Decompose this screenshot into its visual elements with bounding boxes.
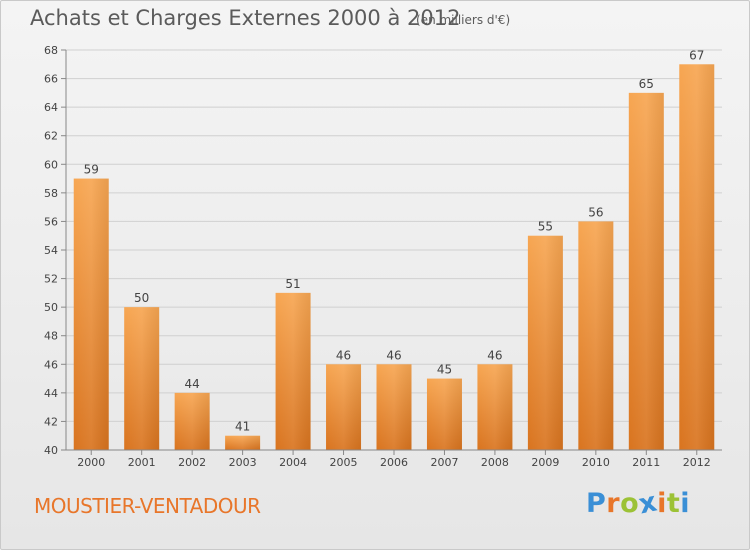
bar-shading [679, 64, 715, 451]
y-tick-label: 58 [44, 187, 58, 200]
data-label: 46 [336, 348, 351, 362]
bar-shading [73, 178, 109, 451]
data-label: 51 [285, 277, 300, 291]
y-tick-label: 52 [44, 273, 58, 286]
axis-layer: 40 42 44 46 48 50 52 54 56 58 60 62 64 66 68 2000 2001 20… [44, 44, 722, 469]
y-tick-label: 56 [44, 215, 58, 228]
y-tick-label: 64 [44, 101, 58, 114]
y-tick-label: 60 [44, 158, 58, 171]
y-tick-label: 46 [44, 358, 58, 371]
y-tick-label: 44 [44, 387, 58, 400]
chart-subtitle: (en milliers d'€) [416, 13, 511, 27]
data-label: 56 [588, 205, 603, 219]
x-tick-label: 2008 [481, 456, 509, 469]
bar-shading [426, 378, 462, 450]
bar-shading [376, 364, 412, 450]
bar-shading [326, 364, 362, 450]
labels-layer: 59 50 44 41 51 46 46 45 46 55 56 65 67 [84, 48, 705, 433]
data-label: 46 [487, 348, 502, 362]
chart-title: Achats et Charges Externes 2000 à 2012 [30, 6, 461, 30]
bar-shading [527, 235, 563, 450]
x-tick-label: 2004 [279, 456, 307, 469]
data-label: 44 [185, 377, 200, 391]
y-tick-label: 62 [44, 130, 58, 143]
y-tick-label: 68 [44, 44, 58, 57]
bar-shading [174, 392, 210, 450]
logo-letter: o [620, 488, 640, 519]
y-tick-label: 54 [44, 244, 58, 257]
data-label: 55 [538, 220, 553, 234]
logo-letter: r [606, 488, 621, 519]
data-label: 59 [84, 163, 99, 177]
data-label: 65 [639, 77, 654, 91]
data-label: 45 [437, 363, 452, 377]
x-tick-label: 2001 [128, 456, 156, 469]
y-tick-label: 42 [44, 415, 58, 428]
x-tick-label: 2011 [632, 456, 660, 469]
x-tick-label: 2007 [430, 456, 458, 469]
logo-letter: t [666, 488, 681, 519]
y-tick-label: 66 [44, 73, 58, 86]
x-tick-label: 2006 [380, 456, 408, 469]
data-label: 41 [235, 420, 250, 434]
y-tick-label: 48 [44, 330, 58, 343]
y-tick-label: 40 [44, 444, 58, 457]
x-tick-label: 2010 [582, 456, 610, 469]
logo-letter: i [680, 488, 691, 519]
data-label: 67 [689, 48, 704, 62]
bars-layer [73, 64, 715, 451]
commune-name: MOUSTIER-VENTADOUR [34, 494, 261, 518]
bar-shading [225, 435, 261, 450]
x-tick-label: 2009 [531, 456, 559, 469]
x-tick-label: 2002 [178, 456, 206, 469]
logo-letter: i [657, 488, 667, 519]
y-tick-label: 50 [44, 301, 58, 314]
proxiti-logo[interactable]: Proxiti [586, 486, 691, 520]
bar-shading [578, 221, 614, 450]
data-label: 50 [134, 291, 149, 305]
bar-shading [124, 307, 160, 450]
logo-letter: P [586, 488, 607, 519]
bar-shading [275, 292, 311, 450]
bar-shading [628, 92, 664, 450]
x-tick-label: 2000 [77, 456, 105, 469]
x-tick-label: 2005 [330, 456, 358, 469]
bar-shading [477, 364, 513, 450]
data-label: 46 [386, 348, 401, 362]
x-tick-label: 2012 [683, 456, 711, 469]
x-tick-label: 2003 [229, 456, 257, 469]
